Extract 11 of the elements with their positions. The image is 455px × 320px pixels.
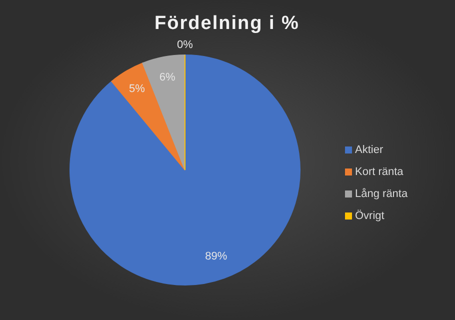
chart-title: Fördelning i % — [154, 13, 300, 34]
pie-slice — [111, 62, 186, 170]
text: 0% — [177, 39, 193, 51]
pie-slice — [70, 54, 300, 286]
legend-label: Lång ränta — [355, 188, 408, 200]
legend-label: Aktier — [355, 144, 384, 156]
legend-label: Övrigt — [355, 209, 384, 222]
data-label: 6% — [159, 71, 176, 84]
data-label: 5% — [129, 82, 146, 95]
data-label: 89% — [205, 250, 228, 263]
legend-label: Kort ränta — [355, 166, 404, 178]
